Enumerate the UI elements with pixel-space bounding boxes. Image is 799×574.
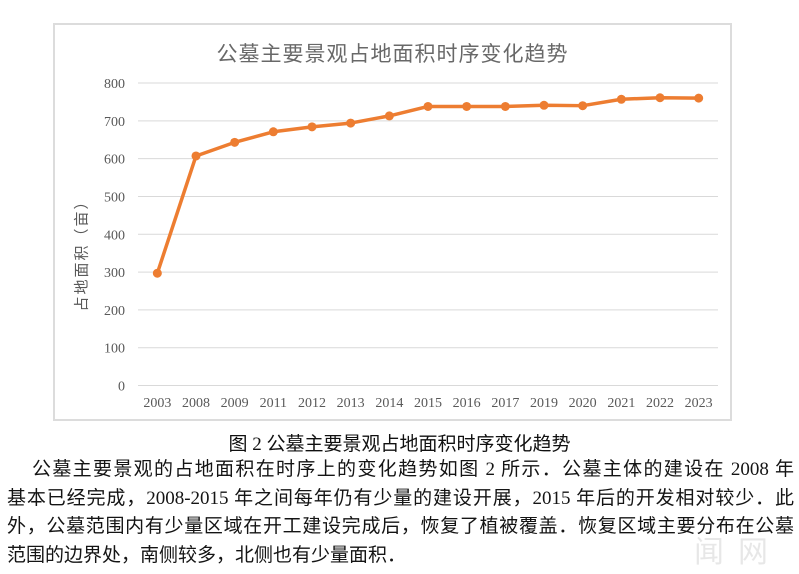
svg-text:2016: 2016 [453,396,481,411]
svg-text:500: 500 [104,190,125,205]
svg-text:400: 400 [104,228,125,243]
body-text-line: 公墓主要景观的占地面积在时序上的变化趋势如图 2 所示．公墓主体的建设在 200… [32,459,794,480]
body-text-line: 范围的边界处，南侧较多，北侧也有少量面积． [7,544,407,566]
line-plot: 0 100 200 300 400 500 600 700 800 2003 2008 2009 201… [104,77,718,411]
svg-text:2009: 2009 [221,396,249,411]
svg-text:300: 300 [104,266,125,281]
svg-text:2020: 2020 [569,396,597,411]
svg-text:2011: 2011 [260,396,287,411]
svg-text:2008: 2008 [182,396,210,411]
svg-text:200: 200 [104,304,125,319]
svg-text:2003: 2003 [143,396,171,411]
body-paragraph: 公墓主要景观的占地面积在时序上的变化趋势如图 2 所示．公墓主体的建设在 200… [7,456,794,570]
svg-text:100: 100 [104,342,125,357]
svg-text:2017: 2017 [491,396,519,411]
svg-text:2013: 2013 [337,396,365,411]
svg-text:2022: 2022 [646,396,674,411]
svg-text:2012: 2012 [298,396,326,411]
figure-2-chart: 公墓主要景观占地面积时序变化趋势 占地面积（亩） 0 100 200 300 400 50… [53,23,732,421]
body-text-line: 基本已经完成，2008-2015 年之间每年仍有少量的建设开展，2015 年后的… [7,487,794,509]
svg-text:800: 800 [104,77,125,92]
figure-caption: 图 2 公墓主要景观占地面积时序变化趋势 [228,434,571,455]
svg-text:2019: 2019 [530,396,558,411]
svg-text:2015: 2015 [414,396,442,411]
svg-text:600: 600 [104,153,125,168]
svg-text:2014: 2014 [375,396,403,411]
chart-title: 公墓主要景观占地面积时序变化趋势 [216,42,569,66]
svg-text:0: 0 [118,380,125,395]
svg-text:2023: 2023 [685,396,713,411]
body-text-line: 外，公墓范围内有少量区域在开工建设完成后，恢复了植被覆盖．恢复区域主要分布在公墓 [7,516,794,538]
svg-text:700: 700 [104,115,125,130]
svg-text:2021: 2021 [607,396,635,411]
